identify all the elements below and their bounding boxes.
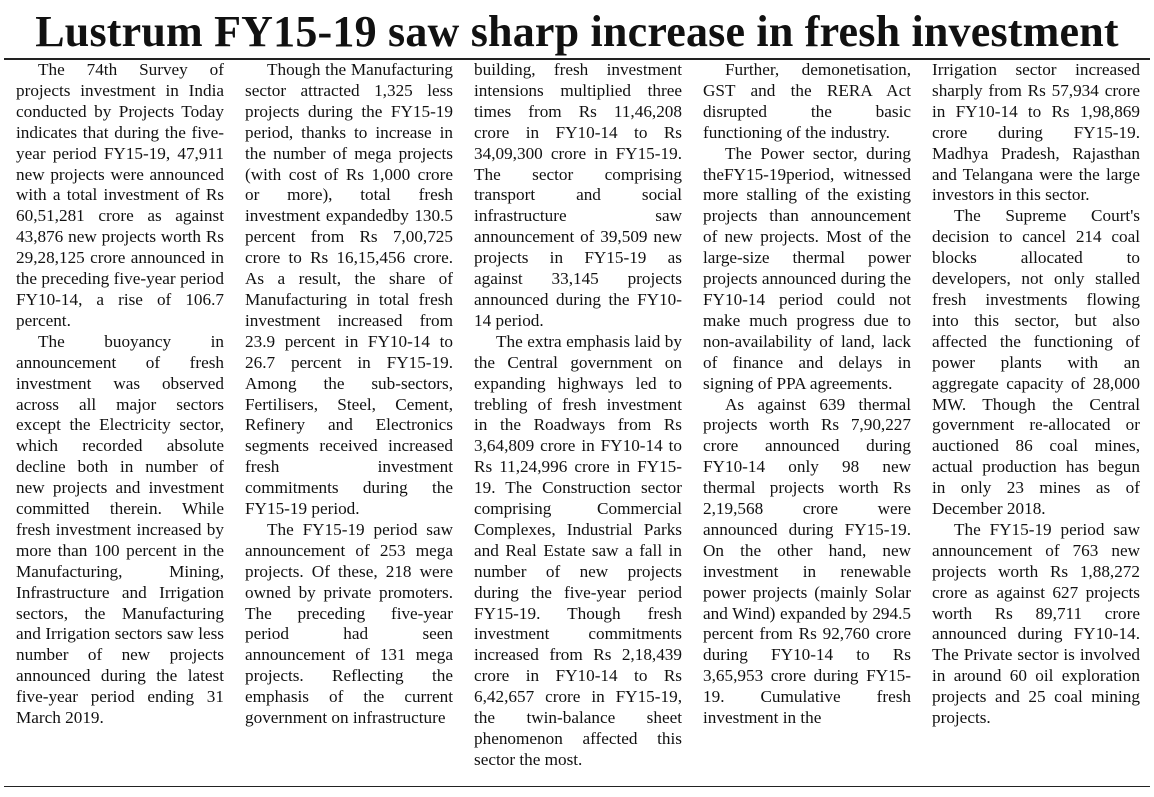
bottom-rule: [4, 786, 1150, 787]
top-rule: [4, 58, 1150, 60]
paragraph: The Supreme Court's decision to cancel 2…: [932, 206, 1140, 519]
article-body: The 74th Survey of projects investment i…: [16, 60, 1140, 782]
paragraph: The Power sector, during theFY15-19perio…: [703, 143, 911, 393]
paragraph-continued: building, fresh investment intensions mu…: [474, 60, 682, 330]
column-1: The 74th Survey of projects investment i…: [16, 60, 224, 782]
paragraph: Though the Manufacturing sector attracte…: [245, 60, 453, 519]
paragraph: Further, demonetisation, GST and the RER…: [703, 60, 911, 142]
headline: Lustrum FY15-19 saw sharp increase in fr…: [35, 7, 1119, 56]
paragraph: As against 639 thermal projects worth Rs…: [703, 394, 911, 728]
paragraph: The FY15-19 period saw announcement of 2…: [245, 519, 453, 728]
column-3: building, fresh investment intensions mu…: [474, 60, 682, 782]
column-2: Though the Manufacturing sector attracte…: [245, 60, 453, 782]
paragraph-continued: Irrigation sector increased sharply from…: [932, 60, 1140, 205]
paragraph: The FY15-19 period saw announcement of 7…: [932, 519, 1140, 728]
paragraph: The 74th Survey of projects investment i…: [16, 60, 224, 330]
paragraph: The buoyancy in announcement of fresh in…: [16, 331, 224, 728]
column-4: Further, demonetisation, GST and the RER…: [703, 60, 911, 782]
column-5: Irrigation sector increased sharply from…: [932, 60, 1140, 782]
paragraph: The extra emphasis laid by the Central g…: [474, 331, 682, 769]
